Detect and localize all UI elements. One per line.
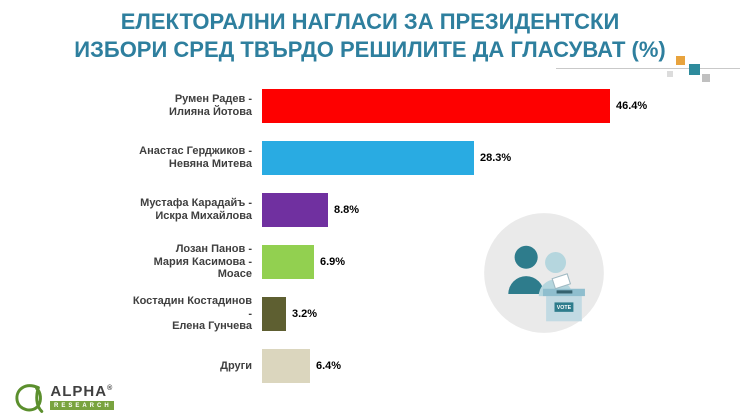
person-dark-icon [514, 245, 538, 269]
category-label: Румен Радев - Илияна Йотова [169, 93, 252, 118]
bar-gerdzhikov [262, 141, 474, 175]
category-label: Лозан Панов - Мария Касимова - Моасе [153, 242, 252, 281]
value-label: 6.9% [320, 256, 346, 268]
decor-square-lightgray [667, 71, 673, 77]
value-label: 46.4% [616, 100, 648, 112]
alpha-logo-mark-icon [15, 384, 44, 413]
bar-karadayi [262, 193, 328, 227]
bar-row: Лозан Панов - Мария Касимова - Моасе 6.9… [0, 236, 740, 288]
registered-mark: ® [107, 384, 114, 392]
decor-square-teal [689, 64, 700, 75]
decor-square-orange [676, 56, 685, 65]
bar-chart: Румен Радев - Илияна Йотова 46.4% Анаста… [0, 80, 740, 392]
ballot-envelope-icon [551, 273, 572, 290]
bar-row: Румен Радев - Илияна Йотова 46.4% [0, 80, 740, 132]
vote-label: VOTE [557, 305, 572, 311]
bar-row: Мустафа Карадайъ - Искра Михайлова 8.8% [0, 184, 740, 236]
logo-alpha-text: ALPHA® [50, 382, 114, 400]
decor-square-gray [702, 74, 710, 82]
bar-row: Анастас Герджиков - Невяна Митева 28.3% [0, 132, 740, 184]
category-label: Други [220, 359, 252, 372]
bar-others [262, 349, 310, 383]
bar-panov [262, 245, 314, 279]
category-label: Анастас Герджиков - Невяна Митева [139, 145, 252, 170]
person-light-icon [545, 252, 567, 273]
alpha-research-logo: ALPHA® RESEARCH [12, 380, 114, 414]
value-label: 8.8% [334, 204, 360, 216]
logo-research-text: RESEARCH [50, 401, 114, 411]
value-label: 28.3% [480, 152, 512, 164]
value-label: 6.4% [316, 360, 342, 372]
bar-radev [262, 89, 610, 123]
value-label: 3.2% [292, 308, 318, 320]
bar-row: Костадин Костадинов - Елена Гунчева 3.2% [0, 288, 740, 340]
bar-row: Други 6.4% [0, 340, 740, 392]
bar-kostadinov [262, 297, 286, 331]
category-label: Костадин Костадинов - Елена Гунчева [132, 294, 252, 333]
voters-ballot-illustration: VOTE [484, 213, 604, 333]
decor-divider-line [556, 68, 740, 69]
category-label: Мустафа Карадайъ - Искра Михайлова [140, 197, 252, 222]
illustration-circle [484, 213, 604, 333]
page-title: ЕЛЕКТОРАЛНИ НАГЛАСИ ЗА ПРЕЗИДЕНТСКИ ИЗБО… [74, 9, 666, 63]
